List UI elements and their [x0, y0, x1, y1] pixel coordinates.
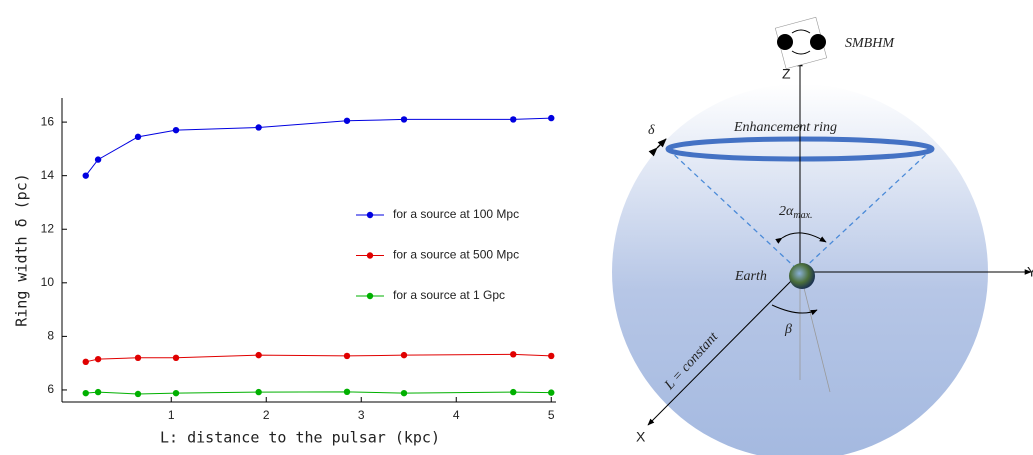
point: [94, 355, 102, 363]
point: [94, 156, 102, 163]
label: Earth: [734, 269, 767, 284]
orbit: [791, 29, 811, 55]
point: [400, 389, 408, 397]
label: 2αmax.: [779, 204, 813, 221]
point: [510, 351, 517, 358]
y-tick-label: 6: [47, 382, 54, 396]
x-axis-title: L: distance to the pulsar (kpc): [160, 429, 440, 447]
point: [548, 114, 555, 122]
label: Y: [1027, 264, 1033, 280]
x-tick-label: 1: [168, 408, 175, 422]
legend-label: for a source at 500 Mpc: [393, 248, 519, 262]
y-axis-title: Ring width δ (pc): [13, 173, 31, 327]
point: [134, 354, 142, 362]
point: [134, 133, 142, 141]
y-tick-label: 14: [41, 168, 55, 182]
width-arrow: [648, 138, 667, 157]
earth: [789, 263, 815, 289]
point: [343, 352, 351, 360]
diagram: SMBHM Z Y X δ Enhancement ring 2αmax. Ea…: [612, 16, 1033, 455]
label: β: [784, 322, 792, 337]
guide-line: [799, 271, 831, 393]
legend-marker: [366, 211, 374, 219]
y-tick-label: 16: [41, 114, 55, 128]
x-tick-label: 3: [358, 408, 365, 422]
cone-line: [799, 148, 933, 273]
beta-arc: [771, 304, 818, 316]
point: [510, 116, 517, 123]
point: [94, 388, 102, 396]
black-hole: [810, 34, 826, 50]
series-line: [85, 391, 552, 395]
point: [343, 388, 351, 396]
black-hole: [777, 34, 793, 50]
point: [255, 388, 262, 396]
label: Enhancement ring: [733, 120, 837, 135]
legend-label: for a source at 100 Mpc: [393, 207, 519, 221]
label: Z: [782, 66, 791, 82]
label: SMBHM: [845, 36, 895, 51]
label: max.: [793, 210, 812, 221]
point: [400, 116, 408, 123]
legend-label: for a source at 1 Gpc: [393, 288, 505, 302]
y-tick-label: 8: [47, 329, 54, 343]
point: [548, 352, 555, 360]
x-axis: [647, 271, 801, 426]
label: 2α: [779, 204, 794, 219]
point: [134, 390, 142, 398]
point: [343, 117, 351, 124]
angle-arc: [775, 232, 827, 244]
y-tick-label: 12: [41, 221, 55, 235]
x-tick-label: 5: [548, 408, 555, 422]
point: [172, 354, 180, 362]
legend-marker: [366, 252, 374, 259]
label: δ: [648, 123, 655, 138]
point: [510, 388, 517, 396]
point: [82, 358, 89, 366]
y-tick-label: 10: [41, 275, 55, 289]
x-tick-label: 2: [263, 408, 270, 422]
point: [172, 389, 180, 397]
point: [255, 124, 262, 131]
x-tick-label: 4: [453, 408, 460, 422]
point: [82, 172, 89, 179]
point: [400, 351, 408, 359]
label: X: [636, 429, 646, 445]
point: [172, 126, 180, 134]
point: [255, 351, 262, 359]
series-line: [85, 353, 552, 363]
cone-line: [667, 148, 801, 273]
point: [548, 389, 555, 396]
series-line: [85, 117, 552, 176]
point: [82, 389, 89, 397]
legend-marker: [366, 292, 374, 300]
